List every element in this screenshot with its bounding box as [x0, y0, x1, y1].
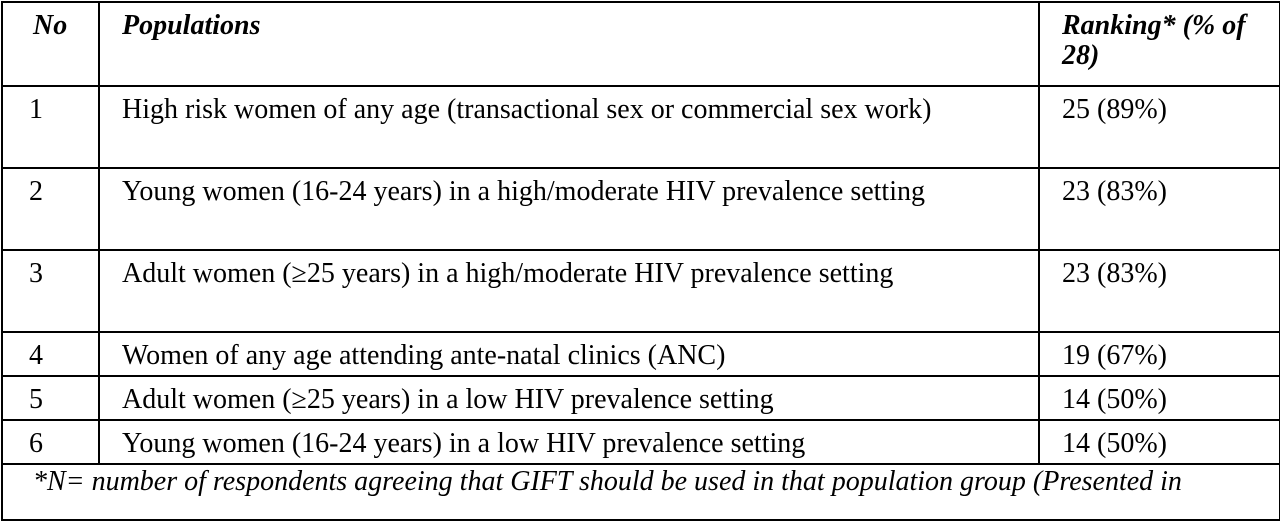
table-cell: Adult women (≥25 years) in a high/modera…	[98, 249, 1040, 333]
table-cell: 5	[1, 375, 100, 421]
table-cell: 19 (67%)	[1038, 331, 1280, 377]
table-cell: 6	[1, 419, 100, 465]
table-cell: Young women (16-24 years) in a high/mode…	[98, 167, 1040, 251]
table-cell: Women of any age attending ante-natal cl…	[98, 331, 1040, 377]
table-row: 2 Young women (16-24 years) in a high/mod…	[1, 167, 1280, 251]
table-cell: 23 (83%)	[1038, 167, 1280, 251]
footnote-row: *N= number of respondents agreeing that …	[1, 463, 1280, 521]
table-cell: 14 (50%)	[1038, 375, 1280, 421]
table-cell: 14 (50%)	[1038, 419, 1280, 465]
header-cell: No	[1, 1, 100, 87]
header-cell: Ranking* (% of 28)	[1038, 1, 1280, 87]
table-cell: 4	[1, 331, 100, 377]
header-cell: Populations	[98, 1, 1040, 87]
table-row: 1 High risk women of any age (transaction…	[1, 85, 1280, 169]
footnote: *N= number of respondents agreeing that …	[1, 463, 1280, 521]
table-row: 5 Adult women (≥25 years) in a low HIV pr…	[1, 375, 1280, 421]
table-cell: 3	[1, 249, 100, 333]
table-cell: 25 (89%)	[1038, 85, 1280, 169]
header-row: No Populations Ranking* (% of 28)	[1, 1, 1280, 87]
table-row: 4 Women of any age attending ante-natal c…	[1, 331, 1280, 377]
table-cell: 1	[1, 85, 100, 169]
table-cell: High risk women of any age (transactiona…	[98, 85, 1040, 169]
table-row: 3 Adult women (≥25 years) in a high/moder…	[1, 249, 1280, 333]
table-cell: Young women (16-24 years) in a low HIV p…	[98, 419, 1040, 465]
table-cell: 23 (83%)	[1038, 249, 1280, 333]
table-cell: Adult women (≥25 years) in a low HIV pre…	[98, 375, 1040, 421]
table-cell: 2	[1, 167, 100, 251]
table-row: 6 Young women (16-24 years) in a low HIV …	[1, 419, 1280, 465]
table-body: 1 High risk women of any age (transaction…	[1, 85, 1280, 465]
